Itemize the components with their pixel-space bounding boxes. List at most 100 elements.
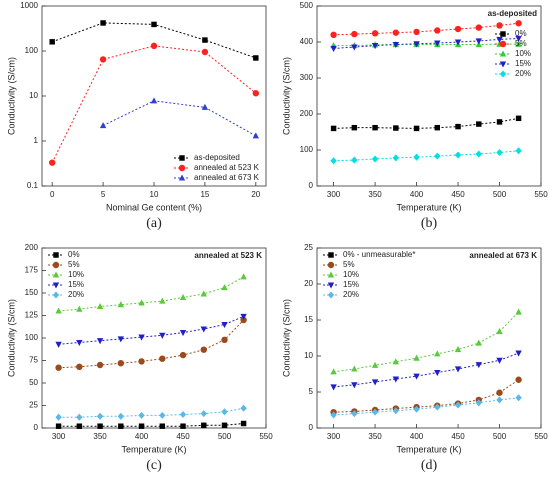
y-tick-label: 0.1 [27, 181, 39, 190]
marker [117, 301, 125, 308]
marker [52, 282, 60, 289]
marker [201, 48, 209, 56]
marker [328, 252, 334, 258]
marker [55, 307, 62, 314]
marker [515, 350, 522, 357]
marker [240, 420, 247, 427]
y-tick-label: 100 [300, 145, 314, 154]
marker [179, 155, 185, 161]
marker [55, 341, 62, 348]
marker [200, 290, 207, 297]
caption: (c) [146, 458, 162, 473]
series-line [58, 319, 244, 369]
y-tick-label: 15 [304, 315, 313, 324]
x-tick-label: 450 [176, 432, 190, 441]
marker [475, 38, 482, 45]
marker [434, 152, 441, 160]
y-tick-label: 400 [300, 37, 314, 46]
y-tick-label: 300 [300, 73, 314, 82]
marker [330, 384, 337, 391]
marker [240, 404, 247, 412]
legend-label: 10% [515, 49, 531, 58]
marker [475, 362, 482, 369]
x-tick-label: 350 [93, 432, 107, 441]
x-tick-label: 5 [101, 190, 106, 199]
x-axis-label: Temperature (K) [396, 202, 461, 212]
marker [371, 155, 379, 163]
y-tick-label: 0 [309, 181, 314, 190]
y-tick-label: 100 [25, 46, 39, 55]
marker [200, 410, 207, 418]
legend-label: 0% - unmeasurable* [343, 250, 415, 259]
series-line [333, 352, 519, 388]
legend-label: 10% [343, 270, 359, 279]
marker [76, 413, 83, 421]
marker [515, 40, 522, 47]
x-tick-label: 400 [410, 432, 424, 441]
series-line [333, 311, 519, 373]
marker [434, 40, 441, 47]
marker [178, 174, 186, 181]
marker [392, 41, 400, 49]
marker [515, 35, 522, 42]
series-line [333, 379, 519, 413]
marker [96, 338, 104, 345]
series-line [51, 45, 257, 163]
series-line [333, 150, 519, 162]
legend-label: 20% [515, 69, 531, 78]
y-tick-label: 150 [25, 288, 39, 297]
marker [392, 154, 400, 162]
y-tick-label: 125 [25, 311, 39, 320]
marker [351, 410, 358, 418]
marker [96, 412, 104, 420]
legend-label: 20% [68, 290, 84, 299]
caption: (a) [146, 216, 162, 231]
marker [496, 36, 503, 43]
y-tick-label: 10 [304, 351, 313, 360]
caption: (b) [421, 216, 438, 231]
marker [499, 50, 507, 57]
marker [159, 355, 166, 362]
series-line [58, 276, 244, 312]
y-tick-label: 200 [25, 243, 39, 252]
marker [496, 119, 503, 125]
legend-label: 5% [343, 260, 355, 269]
x-tick-label: 15 [200, 190, 209, 199]
marker [330, 157, 337, 165]
y-axis-label: Conductivity (S/cm) [281, 57, 291, 135]
x-tick-label: 20 [251, 190, 260, 199]
marker [515, 115, 522, 122]
marker [179, 410, 187, 419]
series-line [58, 315, 244, 345]
legend-label: 20% [343, 290, 359, 299]
marker [454, 366, 462, 373]
marker [179, 293, 187, 301]
y-tick-label: 0 [34, 423, 39, 432]
marker [371, 408, 379, 416]
marker [351, 124, 358, 131]
x-tick-label: 300 [52, 432, 66, 441]
marker [454, 401, 462, 409]
marker [150, 97, 158, 104]
marker [159, 332, 166, 339]
marker [434, 403, 441, 411]
marker [117, 412, 125, 420]
marker [475, 399, 482, 407]
marker [515, 147, 522, 155]
x-tick-label: 400 [410, 190, 424, 199]
y-tick-label: 500 [300, 1, 314, 10]
marker [499, 40, 507, 48]
marker [476, 121, 482, 127]
y-axis-label: Conductivity (S/cm) [6, 57, 16, 135]
marker [392, 29, 400, 36]
marker [253, 55, 259, 61]
marker [496, 22, 503, 29]
caption: (d) [421, 458, 438, 473]
y-tick-label: 1 [34, 136, 39, 145]
marker [159, 297, 166, 304]
marker [371, 30, 379, 37]
marker [434, 27, 441, 34]
series-line [58, 423, 244, 427]
x-axis-label: Temperature (K) [396, 444, 461, 454]
legend-label: as-deposited [194, 153, 240, 162]
